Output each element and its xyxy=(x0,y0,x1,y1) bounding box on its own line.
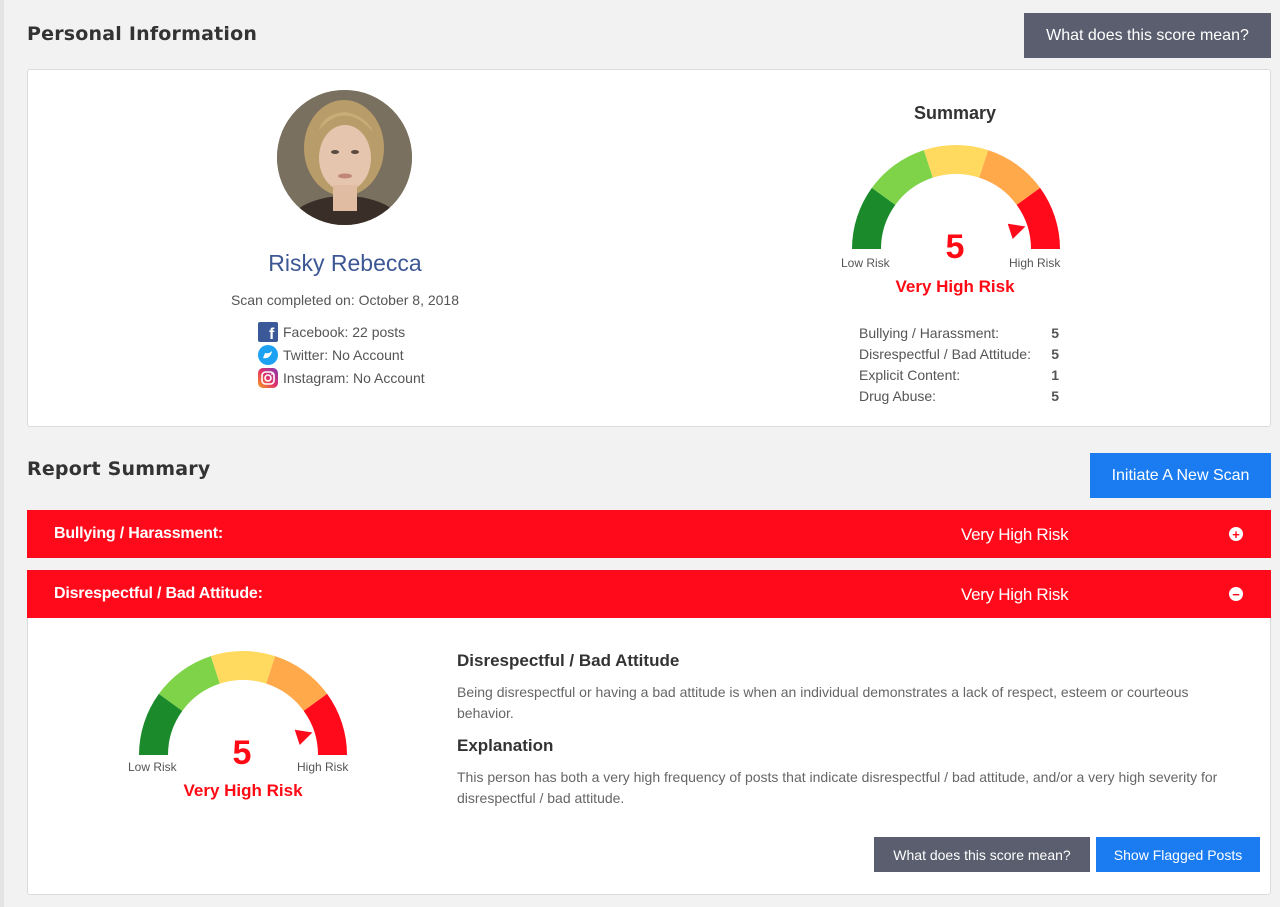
explanation-text: This person has both a very high frequen… xyxy=(457,769,1218,806)
detail-panel: Low Risk High Risk 5 Very High Risk Disr… xyxy=(27,618,1271,895)
social-twitter: Twitter: No Account xyxy=(258,345,404,365)
gauge-segment xyxy=(303,693,347,755)
personal-info-title: Personal Information xyxy=(27,23,258,45)
accordion-disrespectful[interactable]: Disrespectful / Bad Attitude: Very High … xyxy=(27,570,1271,618)
accordion-label: Disrespectful / Bad Attitude: xyxy=(54,585,263,602)
instagram-icon xyxy=(258,368,278,388)
detail-score-meaning-button[interactable]: What does this score mean? xyxy=(874,837,1090,872)
summary-category-row: Disrespectful / Bad Attitude: 5 xyxy=(859,346,1059,362)
gauge-segment xyxy=(871,150,933,205)
accordion-bullying[interactable]: Bullying / Harassment: Very High Risk + xyxy=(27,510,1271,558)
gauge-segment xyxy=(1016,187,1060,249)
gauge-segment xyxy=(139,693,183,755)
explanation-heading: Explanation xyxy=(457,736,554,755)
category-value: 5 xyxy=(1051,346,1059,362)
gauge-segment xyxy=(266,656,328,711)
facebook-text: Facebook: 22 posts xyxy=(283,324,406,340)
scan-date: Scan completed on: October 8, 2018 xyxy=(230,292,460,308)
left-edge xyxy=(0,0,4,907)
avatar xyxy=(277,90,412,225)
summary-score: 5 xyxy=(945,228,965,266)
social-instagram: Instagram: No Account xyxy=(258,368,425,388)
gauge-pointer xyxy=(1007,223,1026,239)
expand-icon[interactable]: + xyxy=(1229,527,1243,541)
summary-risk-level: Very High Risk xyxy=(895,277,1015,296)
summary-high-risk-label: High Risk xyxy=(1009,256,1061,270)
gauge-segment xyxy=(979,150,1041,205)
score-meaning-button[interactable]: What does this score mean? xyxy=(1024,13,1271,58)
detail-description: Being disrespectful or having a bad atti… xyxy=(457,684,1189,721)
summary-category-row: Explicit Content: 1 xyxy=(859,367,1059,383)
detail-high-risk-label: High Risk xyxy=(297,760,349,774)
collapse-icon[interactable]: − xyxy=(1229,587,1243,601)
summary-category-row: Bullying / Harassment: 5 xyxy=(859,325,1059,341)
personal-info-card: Risky Rebecca Scan completed on: October… xyxy=(27,69,1271,427)
gauge-pointer xyxy=(294,729,313,745)
category-label: Drug Abuse: xyxy=(859,388,937,404)
gauge-segment xyxy=(158,656,220,711)
show-flagged-posts-button[interactable]: Show Flagged Posts xyxy=(1096,837,1260,872)
gauge-segment xyxy=(852,187,896,249)
detail-risk-gauge xyxy=(139,651,347,755)
gauge-segment xyxy=(210,651,276,684)
category-value: 5 xyxy=(1051,325,1059,341)
accordion-risk: Very High Risk xyxy=(961,525,1069,544)
twitter-text: Twitter: No Account xyxy=(283,347,404,363)
svg-text:f: f xyxy=(269,326,275,342)
social-facebook: f Facebook: 22 posts xyxy=(258,322,405,342)
category-value: 1 xyxy=(1051,367,1059,383)
twitter-icon xyxy=(258,345,278,365)
detail-low-risk-label: Low Risk xyxy=(128,760,177,774)
instagram-text: Instagram: No Account xyxy=(283,370,425,386)
summary-title: Summary xyxy=(913,103,997,123)
detail-risk-level: Very High Risk xyxy=(183,781,303,800)
category-label: Explicit Content: xyxy=(859,367,961,383)
summary-category-row: Drug Abuse: 5 xyxy=(859,388,1059,404)
category-value: 5 xyxy=(1051,388,1059,404)
facebook-icon: f xyxy=(258,322,278,342)
detail-heading: Disrespectful / Bad Attitude xyxy=(457,651,680,670)
report-summary-title: Report Summary xyxy=(27,458,211,480)
category-label: Disrespectful / Bad Attitude: xyxy=(859,346,1031,362)
summary-low-risk-label: Low Risk xyxy=(841,256,890,270)
accordion-label: Bullying / Harassment: xyxy=(54,525,223,542)
detail-score: 5 xyxy=(232,734,252,772)
initiate-new-scan-button[interactable]: Initiate A New Scan xyxy=(1090,453,1271,498)
person-name: Risky Rebecca xyxy=(268,250,422,276)
accordion-risk: Very High Risk xyxy=(961,585,1069,604)
summary-risk-gauge xyxy=(852,145,1060,249)
gauge-segment xyxy=(923,145,989,178)
category-label: Bullying / Harassment: xyxy=(859,325,1000,341)
